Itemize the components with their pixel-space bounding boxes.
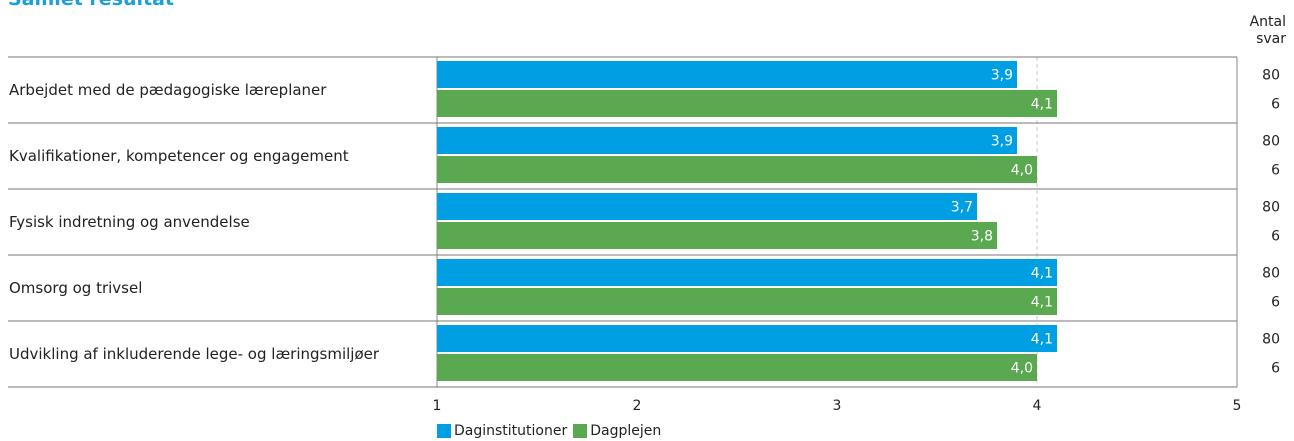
bar-value-label: 3,7 [951,200,973,216]
bar-value-label: 4,0 [1011,361,1033,377]
count-column-header: Antal svar [1226,14,1286,48]
count-value: 6 [1271,97,1280,113]
bar [437,354,1037,381]
count-value: 80 [1262,134,1280,150]
x-tick-label: 2 [633,398,642,414]
chart-legend: Daginstitutioner Dagplejen [437,423,667,439]
count-value: 80 [1262,266,1280,282]
bar [437,288,1057,315]
legend-label-dagplejen: Dagplejen [590,423,662,439]
category-label: Arbejdet med de pædagogiske læreplaner [9,81,327,99]
category-label: Omsorg og trivsel [9,279,142,297]
bar-value-label: 3,9 [991,134,1013,150]
bar-value-label: 4,1 [1031,266,1053,282]
legend-swatch-daginstitutioner [437,424,451,438]
x-tick-label: 3 [833,398,842,414]
legend-label-daginstitutioner: Daginstitutioner [454,423,568,439]
count-value: 80 [1262,200,1280,216]
count-header-line-1: Antal [1249,14,1286,30]
bar-value-label: 4,0 [1011,163,1033,179]
bar [437,90,1057,117]
bar-value-label: 4,1 [1031,295,1053,311]
legend-item-dagplejen: Dagplejen [573,423,661,439]
bar-value-label: 3,8 [971,229,993,245]
legend-item-daginstitutioner: Daginstitutioner [437,423,567,439]
x-tick-label: 1 [433,398,442,414]
count-value: 6 [1271,163,1280,179]
count-value: 6 [1271,229,1280,245]
count-header-line-2: svar [1256,31,1286,47]
count-value: 6 [1271,295,1280,311]
category-label: Fysisk indretning og anvendelse [9,213,250,231]
bar [437,156,1037,183]
bar-value-label: 4,1 [1031,97,1053,113]
count-value: 6 [1271,361,1280,377]
bar-value-label: 3,9 [991,68,1013,84]
bar [437,127,1017,154]
x-tick-label: 4 [1033,398,1042,414]
category-label: Udvikling af inkluderende lege- og lærin… [9,345,380,363]
x-tick-label: 5 [1233,398,1242,414]
bar-value-label: 4,1 [1031,332,1053,348]
category-label: Kvalifikationer, kompetencer og engageme… [9,147,349,165]
count-value: 80 [1262,332,1280,348]
bar [437,222,997,249]
bar [437,193,977,220]
legend-swatch-dagplejen [573,424,588,438]
bar [437,259,1057,286]
bar [437,325,1057,352]
chart-title: Samlet resultat [8,0,174,10]
count-value: 80 [1262,68,1280,84]
bar [437,61,1017,88]
